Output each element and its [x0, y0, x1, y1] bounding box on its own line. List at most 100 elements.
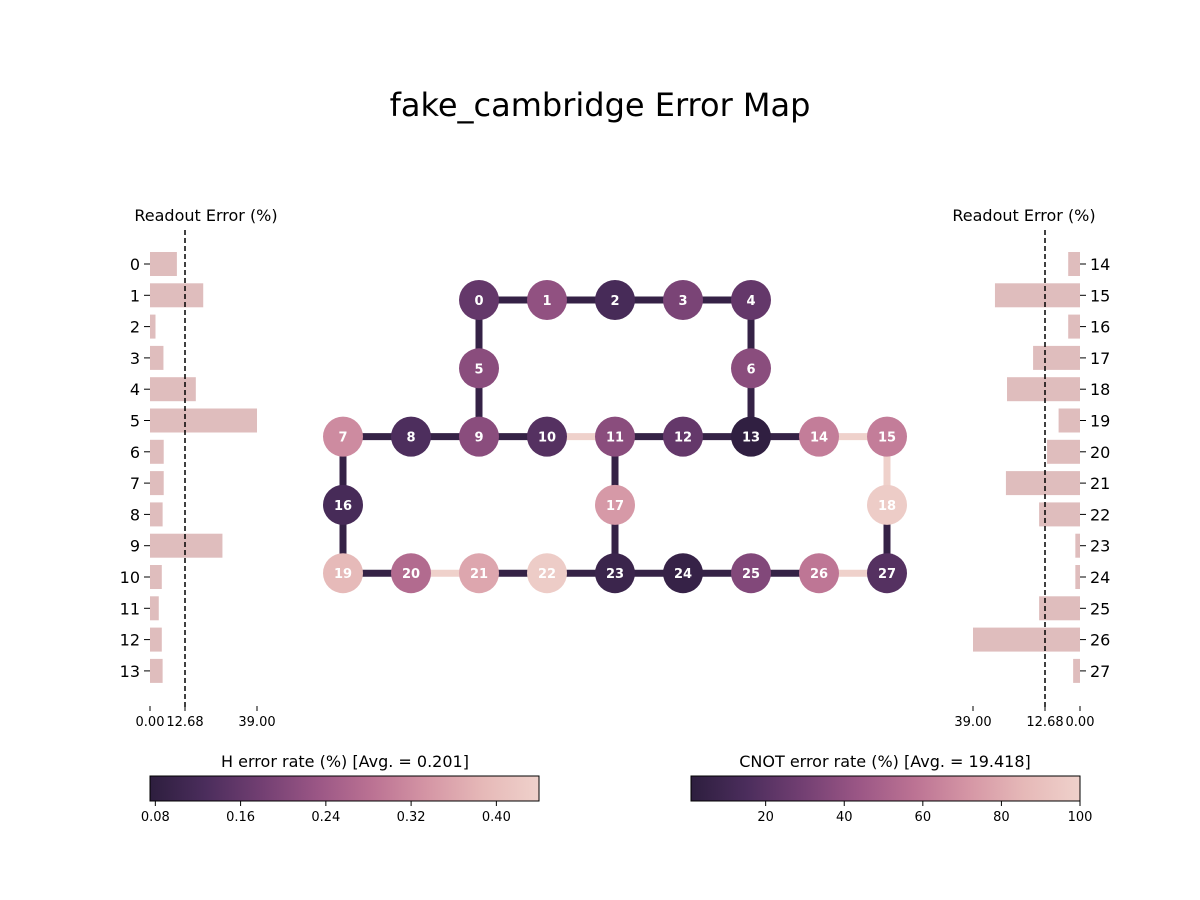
qubit-label-12: 12	[674, 431, 692, 446]
qubit-label-13: 13	[742, 431, 760, 446]
qubit-node-14	[799, 416, 839, 457]
readout-bar-q15	[994, 283, 1080, 308]
readout-bar-q8	[150, 502, 163, 527]
readout-bar-q13	[150, 658, 163, 683]
readout-bar-q9	[150, 533, 223, 558]
qubit-label-0: 0	[474, 294, 483, 309]
qubit-label-7: 7	[338, 431, 347, 446]
qubit-node-8	[391, 416, 431, 457]
qubit-node-26	[799, 553, 839, 594]
qubit-label-21: 21	[470, 567, 488, 582]
qubit-label-16: 16	[334, 499, 352, 514]
right-readout-bars	[973, 252, 1080, 683]
cx-ticks-tick-label: 40	[836, 810, 853, 825]
qubit-node-19	[323, 553, 363, 594]
right-readout-xtick-label: 12.68	[1026, 715, 1063, 730]
qubit-node-17	[595, 484, 635, 525]
qubit-label-2: 2	[610, 294, 619, 309]
h-ticks-tick-label: 0.32	[397, 810, 426, 825]
readout-bar-q14	[1068, 252, 1080, 276]
qubit-node-4	[731, 280, 771, 320]
left-readout-title: Readout Error (%)	[134, 206, 277, 225]
qubit-node-15	[867, 416, 907, 457]
qubit-node-21	[459, 553, 499, 594]
readout-label-q25: 25	[1090, 599, 1110, 618]
readout-bar-q24	[1075, 565, 1080, 589]
qubit-label-11: 11	[606, 431, 624, 446]
readout-bar-q18	[1007, 377, 1080, 402]
qubit-node-25	[731, 553, 771, 594]
readout-label-q27: 27	[1090, 662, 1110, 681]
left-readout-xtick-label: 12.68	[166, 715, 203, 730]
readout-label-q3: 3	[130, 349, 140, 368]
readout-label-q4: 4	[130, 380, 140, 399]
qubit-node-6	[731, 348, 771, 389]
qubit-label-25: 25	[742, 567, 760, 582]
readout-label-q12: 12	[120, 631, 140, 650]
readout-bar-q26	[973, 627, 1080, 652]
readout-bar-q25	[1039, 596, 1080, 621]
readout-bar-q3	[150, 345, 164, 370]
qubit-node-2	[595, 280, 635, 320]
qubit-node-23	[595, 553, 635, 594]
qubit-label-5: 5	[474, 362, 483, 377]
qubit-label-24: 24	[674, 567, 692, 582]
qubit-label-23: 23	[606, 567, 624, 582]
left-readout-xtick-label: 0.00	[136, 715, 165, 730]
readout-bar-q5	[150, 408, 257, 433]
readout-bar-q20	[1047, 439, 1080, 464]
qubit-label-15: 15	[878, 431, 896, 446]
qubit-node-5	[459, 348, 499, 389]
qubit-node-0	[459, 280, 499, 320]
readout-label-q5: 5	[130, 412, 140, 431]
qubit-node-10	[527, 416, 567, 457]
readout-bar-q22	[1039, 502, 1080, 527]
readout-label-q26: 26	[1090, 631, 1110, 650]
readout-label-q0: 0	[130, 255, 140, 274]
qubit-node-3	[663, 280, 703, 320]
readout-label-q10: 10	[120, 568, 140, 587]
cnot-error-colorbar: CNOT error rate (%) [Avg. = 19.418] 20 40…	[690, 752, 1092, 825]
qubit-label-27: 27	[878, 567, 896, 582]
readout-bar-q23	[1075, 533, 1080, 558]
readout-bar-q17	[1033, 345, 1080, 370]
right-readout-panel: Readout Error (%) 14 15 16 17 18 19 20 21 22 23 24…	[952, 206, 1110, 730]
h-error-label: H error rate (%) [Avg. = 0.201]	[221, 752, 469, 771]
h-error-colorbar: H error rate (%) [Avg. = 0.201] 0.08 0.16…	[141, 752, 540, 825]
right-readout-qubit-labels: 14 15 16 17 18 19 20 21 22 23 24 25 26 27	[1080, 255, 1110, 681]
readout-bar-q11	[150, 596, 159, 621]
readout-label-q19: 19	[1090, 412, 1110, 431]
readout-label-q8: 8	[130, 505, 140, 524]
qubit-label-6: 6	[746, 362, 755, 377]
qubit-label-4: 4	[746, 294, 755, 309]
qubit-label-26: 26	[810, 567, 828, 582]
qubit-node-7	[323, 416, 363, 457]
readout-label-q17: 17	[1090, 349, 1110, 368]
qubit-node-13	[731, 416, 771, 457]
qubit-label-8: 8	[406, 431, 415, 446]
h-error-gradient	[149, 775, 540, 802]
cx-ticks-tick-label: 20	[757, 810, 774, 825]
readout-label-q16: 16	[1090, 318, 1110, 337]
qubit-node-16	[323, 484, 363, 525]
h-error-ticks: 0.08 0.16 0.24 0.32 0.40	[141, 801, 511, 825]
right-readout-xtick-label: 39.00	[954, 715, 991, 730]
cnot-error-gradient	[690, 775, 1081, 802]
readout-bar-q27	[1073, 658, 1080, 683]
qubit-label-9: 9	[474, 431, 483, 446]
readout-bar-q4	[150, 377, 196, 402]
qubit-label-3: 3	[678, 294, 687, 309]
qubit-label-17: 17	[606, 499, 624, 514]
readout-label-q20: 20	[1090, 443, 1110, 462]
readout-label-q14: 14	[1090, 255, 1110, 274]
qubit-node-12	[663, 416, 703, 457]
readout-bar-q7	[150, 471, 164, 496]
readout-label-q24: 24	[1090, 568, 1110, 587]
qubit-node-1	[527, 280, 567, 320]
qubit-label-18: 18	[878, 499, 896, 514]
readout-bar-q16	[1068, 314, 1080, 339]
h-ticks-tick-label: 0.24	[311, 810, 340, 825]
readout-label-q15: 15	[1090, 286, 1110, 305]
